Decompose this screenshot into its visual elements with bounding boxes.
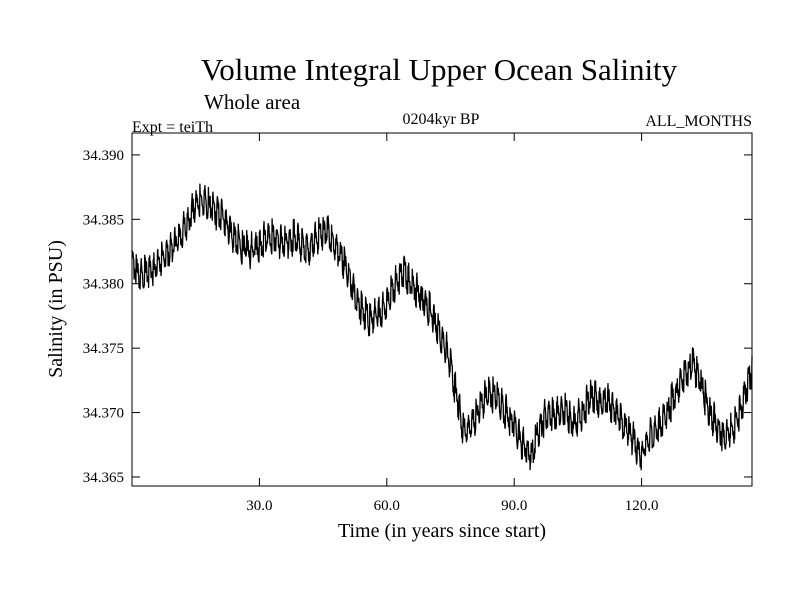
salinity-series-line (131, 183, 753, 471)
experiment-label: Expt = teiTh (132, 119, 213, 136)
x-tick-label: 30.0 (246, 498, 272, 514)
y-tick-label: 34.385 (83, 212, 124, 228)
y-axis: 34.365 34.370 34.375 34.380 34.385 34.390 (83, 148, 752, 486)
y-tick-label: 34.370 (83, 406, 124, 422)
y-tick-label: 34.365 (83, 470, 124, 486)
y-tick-label: 34.380 (83, 277, 124, 293)
chart-title: Volume Integral Upper Ocean Salinity (201, 52, 678, 87)
chart-subtitle: Whole area (204, 90, 301, 114)
x-tick-label: 120.0 (625, 498, 659, 514)
period-label: 0204kyr BP (403, 111, 480, 128)
x-axis-label: Time (in years since start) (338, 520, 546, 542)
months-label: ALL_MONTHS (645, 113, 752, 130)
y-axis-label: Salinity (in PSU) (45, 240, 67, 378)
x-axis: 30.0 60.0 90.0 120.0 (246, 133, 658, 514)
x-tick-label: 60.0 (374, 498, 400, 514)
plot-frame (131, 132, 753, 487)
y-tick-label: 34.375 (83, 341, 124, 357)
x-tick-label: 90.0 (501, 498, 527, 514)
y-tick-label: 34.390 (83, 148, 124, 164)
